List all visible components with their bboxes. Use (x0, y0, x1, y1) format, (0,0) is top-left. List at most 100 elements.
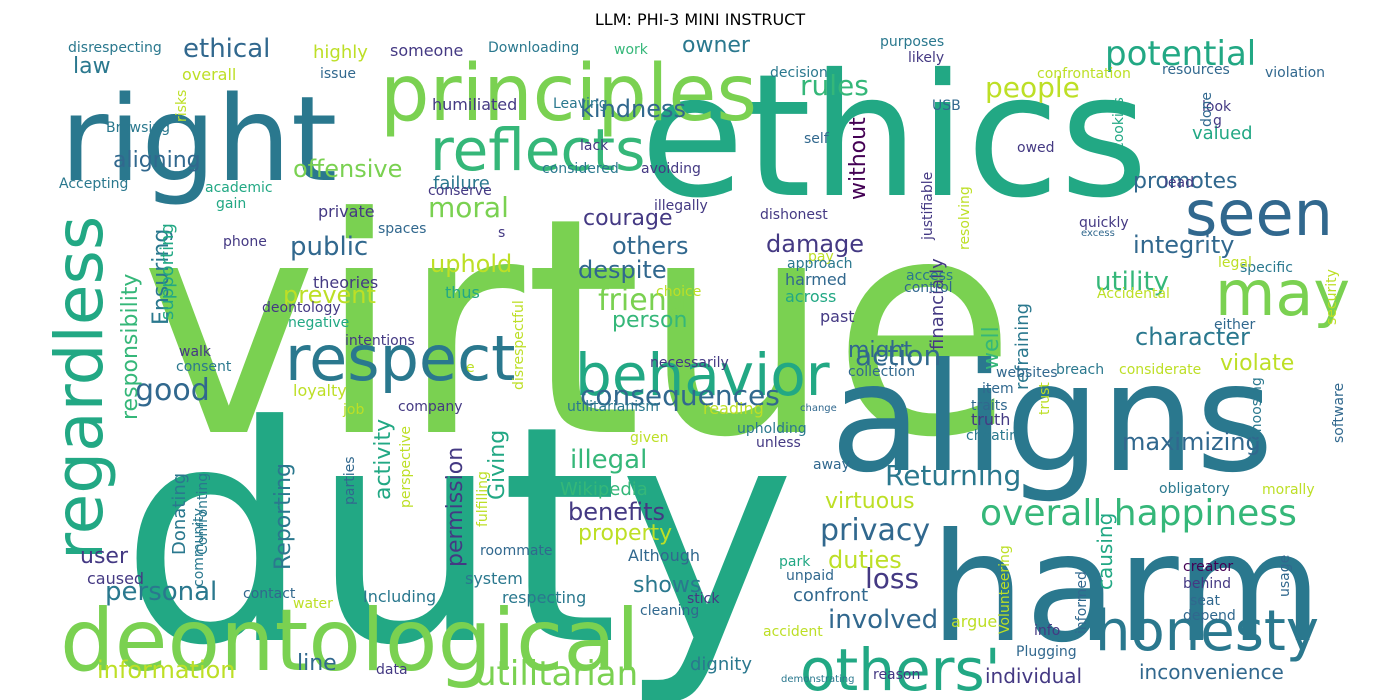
cloud-word-financially: financially (927, 258, 948, 350)
cloud-word-either: either (1214, 317, 1255, 333)
cloud-word-parties: parties (342, 456, 358, 505)
cloud-word-responsibility: responsibility (118, 274, 143, 420)
cloud-word-necessarily: necessarily (650, 355, 729, 371)
cloud-word-causing: causing (1093, 513, 1117, 590)
cloud-word-item: item (982, 381, 1014, 397)
cloud-word-wikipedia: Wikipedia (560, 479, 648, 500)
cloud-word-right: right (60, 70, 337, 208)
cloud-word-downloading: Downloading (488, 40, 579, 56)
cloud-word-duty: duty (120, 362, 796, 700)
cloud-word-accidental: Accidental (1097, 286, 1170, 302)
cloud-word-character: character (1135, 323, 1250, 351)
cloud-word-across: across (785, 287, 836, 306)
cloud-word-security: security (1324, 269, 1340, 325)
cloud-word-seen: seen (1185, 177, 1333, 250)
cloud-word-good: good (135, 373, 210, 408)
cloud-word-friend: friend (598, 283, 686, 318)
cloud-word-including: Including (363, 587, 436, 606)
cloud-word-loss: loss (865, 562, 919, 595)
cloud-word-confrontation: confrontation (1037, 66, 1131, 82)
cloud-word-people: people (985, 71, 1080, 104)
cloud-word-quickly: quickly (1079, 215, 1129, 231)
cloud-word-utilitarianism: utilitarianism (567, 399, 659, 415)
cloud-word-system: system (465, 569, 523, 588)
cloud-word-accepting: Accepting (59, 176, 128, 192)
cloud-word-past: past (820, 307, 855, 326)
cloud-word-harmed: harmed (785, 270, 847, 289)
cloud-word-promotes: promotes (1133, 169, 1238, 194)
cloud-word-failure: failure (433, 173, 490, 194)
cloud-word-permission: permission (443, 447, 468, 567)
cloud-word-creator: creator (1183, 559, 1233, 575)
cloud-word-given: given (630, 430, 669, 446)
cloud-word-maximizing: maximizing (1122, 428, 1261, 456)
cloud-word-action: action (855, 339, 941, 372)
cloud-word-aligning: aligning (113, 148, 201, 173)
cloud-word-kindness: kindness (580, 95, 686, 123)
cloud-word-loyalty: loyalty (293, 381, 347, 400)
cloud-word-humiliated: humiliated (432, 95, 517, 114)
cloud-word-resolving: resolving (957, 186, 973, 250)
cloud-word-disrespectful: disrespectful (511, 300, 527, 390)
cloud-word-community: community (191, 508, 207, 587)
cloud-word-deontology: deontology (262, 300, 341, 316)
cloud-word-seat: seat (1190, 593, 1220, 609)
cloud-word-behavior: behavior (575, 341, 830, 409)
cloud-word-potential: potential (1105, 34, 1256, 74)
cloud-word-utilitarian: utilitarian (475, 654, 638, 694)
cloud-word-owed: owed (1017, 140, 1055, 156)
cloud-word-refraining: refraining (1012, 303, 1033, 390)
cloud-word-confront: confront (793, 585, 868, 606)
cloud-word-unless: unless (756, 435, 801, 451)
cloud-word-control: control (904, 280, 953, 296)
cloud-word-choice: choice (656, 284, 701, 300)
cloud-word-self: self (804, 131, 830, 147)
cloud-word-supporting: supporting (157, 223, 178, 320)
cloud-word-reading: reading (703, 399, 764, 418)
cloud-word-dignity: dignity (690, 654, 752, 675)
cloud-word-spaces: spaces (378, 221, 426, 237)
cloud-word-damage: damage (766, 230, 864, 258)
cloud-word-decision: decision (770, 65, 828, 81)
cloud-word-deontological: deontological (60, 591, 640, 691)
cloud-word-breach: breach (1056, 362, 1104, 378)
cloud-word-illegal: illegal (570, 445, 647, 475)
cloud-word-despite: despite (578, 256, 667, 284)
cloud-word-integrity: integrity (1133, 231, 1234, 259)
cloud-word-honesty: honesty (1095, 599, 1319, 664)
cloud-word-someone: someone (390, 41, 463, 60)
cloud-word-e: e (466, 360, 475, 376)
cloud-word-user: user (80, 544, 129, 569)
cloud-word-shows: shows (633, 573, 701, 598)
cloud-word-owner: owner (682, 33, 751, 58)
cloud-word-change: change (800, 403, 837, 414)
cloud-word-fulfilling: fulfilling (475, 471, 491, 527)
cloud-word-virtuous: virtuous (825, 489, 915, 514)
cloud-word-truth: truth (971, 410, 1010, 429)
cloud-word-park: park (779, 554, 811, 570)
cloud-word-issue: issue (320, 66, 356, 82)
cloud-word-job: job (342, 402, 364, 418)
cloud-word-duties: duties (828, 546, 902, 574)
cloud-word-plugging: Plugging (1016, 644, 1077, 660)
cloud-word-donating: Donating (169, 473, 190, 555)
cloud-word-informed: informed (1074, 571, 1090, 634)
cloud-word-caused: caused (87, 569, 144, 588)
cloud-word-usage: usage (1277, 555, 1293, 597)
cloud-word-water: water (293, 596, 333, 612)
cloud-word-might: might (848, 338, 912, 363)
cloud-word-avoiding: avoiding (641, 161, 701, 177)
cloud-word-collection: collection (848, 364, 915, 380)
cloud-word-offensive: offensive (293, 155, 402, 183)
cloud-word-involved: involved (828, 605, 938, 635)
cloud-word-consequences: consequences (580, 379, 780, 412)
cloud-word-well: well (979, 326, 1004, 370)
cloud-word-browsing: Browsing (106, 120, 170, 136)
cloud-word-courage: courage (583, 206, 673, 231)
cloud-word-phone: phone (223, 234, 267, 250)
cloud-word-activity: activity (371, 419, 396, 500)
cloud-word-s: s (498, 225, 505, 241)
cloud-word-cookies: cookies (1111, 97, 1127, 150)
cloud-word-lack: lack (580, 138, 609, 154)
